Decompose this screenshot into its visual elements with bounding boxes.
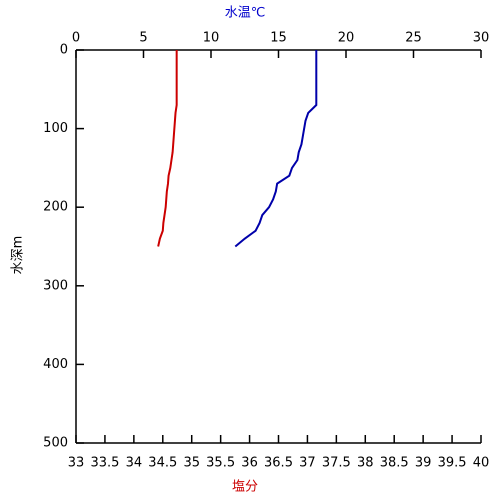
- x-tick-label: 40: [473, 456, 490, 471]
- y-tick-label: 300: [43, 278, 68, 293]
- x-tick-label: 37: [299, 456, 316, 471]
- x-tick-label: 38.5: [380, 456, 409, 471]
- y-tick-label: 400: [43, 357, 68, 372]
- x-tick-label: 35: [183, 456, 200, 471]
- profile-line: [157, 50, 178, 247]
- y-tick-label: 100: [43, 121, 68, 136]
- x2-tick-label: 0: [72, 31, 80, 46]
- x-tick-label: 33: [68, 456, 85, 471]
- y-tick-label: 500: [43, 436, 68, 451]
- x-tick-label: 39.5: [438, 456, 467, 471]
- x-tick-label: 35.5: [206, 456, 235, 471]
- x2-tick-label: 30: [473, 31, 490, 46]
- x2-tick-label: 20: [338, 31, 355, 46]
- x2-tick-label: 5: [139, 31, 147, 46]
- x-tick-label: 38: [357, 456, 374, 471]
- y-tick-label: 0: [60, 43, 68, 58]
- x-tick-label: 33.5: [90, 456, 119, 471]
- x2-axis-label: 水温℃: [225, 6, 266, 21]
- x-tick-label: 34.5: [148, 456, 177, 471]
- x2-tick-label: 10: [203, 31, 220, 46]
- profile-line: [234, 50, 318, 248]
- y-axis-label: 水深m: [11, 236, 26, 275]
- x-tick-label: 34: [126, 456, 143, 471]
- x-tick-label: 36.5: [264, 456, 293, 471]
- x2-tick-label: 25: [405, 31, 422, 46]
- x2-tick-label: 15: [270, 31, 287, 46]
- x-axis-label: 塩分: [232, 480, 258, 495]
- x-tick-label: 39: [415, 456, 432, 471]
- y-tick-label: 200: [43, 200, 68, 215]
- x-tick-label: 36: [241, 456, 258, 471]
- x-tick-label: 37.5: [322, 456, 351, 471]
